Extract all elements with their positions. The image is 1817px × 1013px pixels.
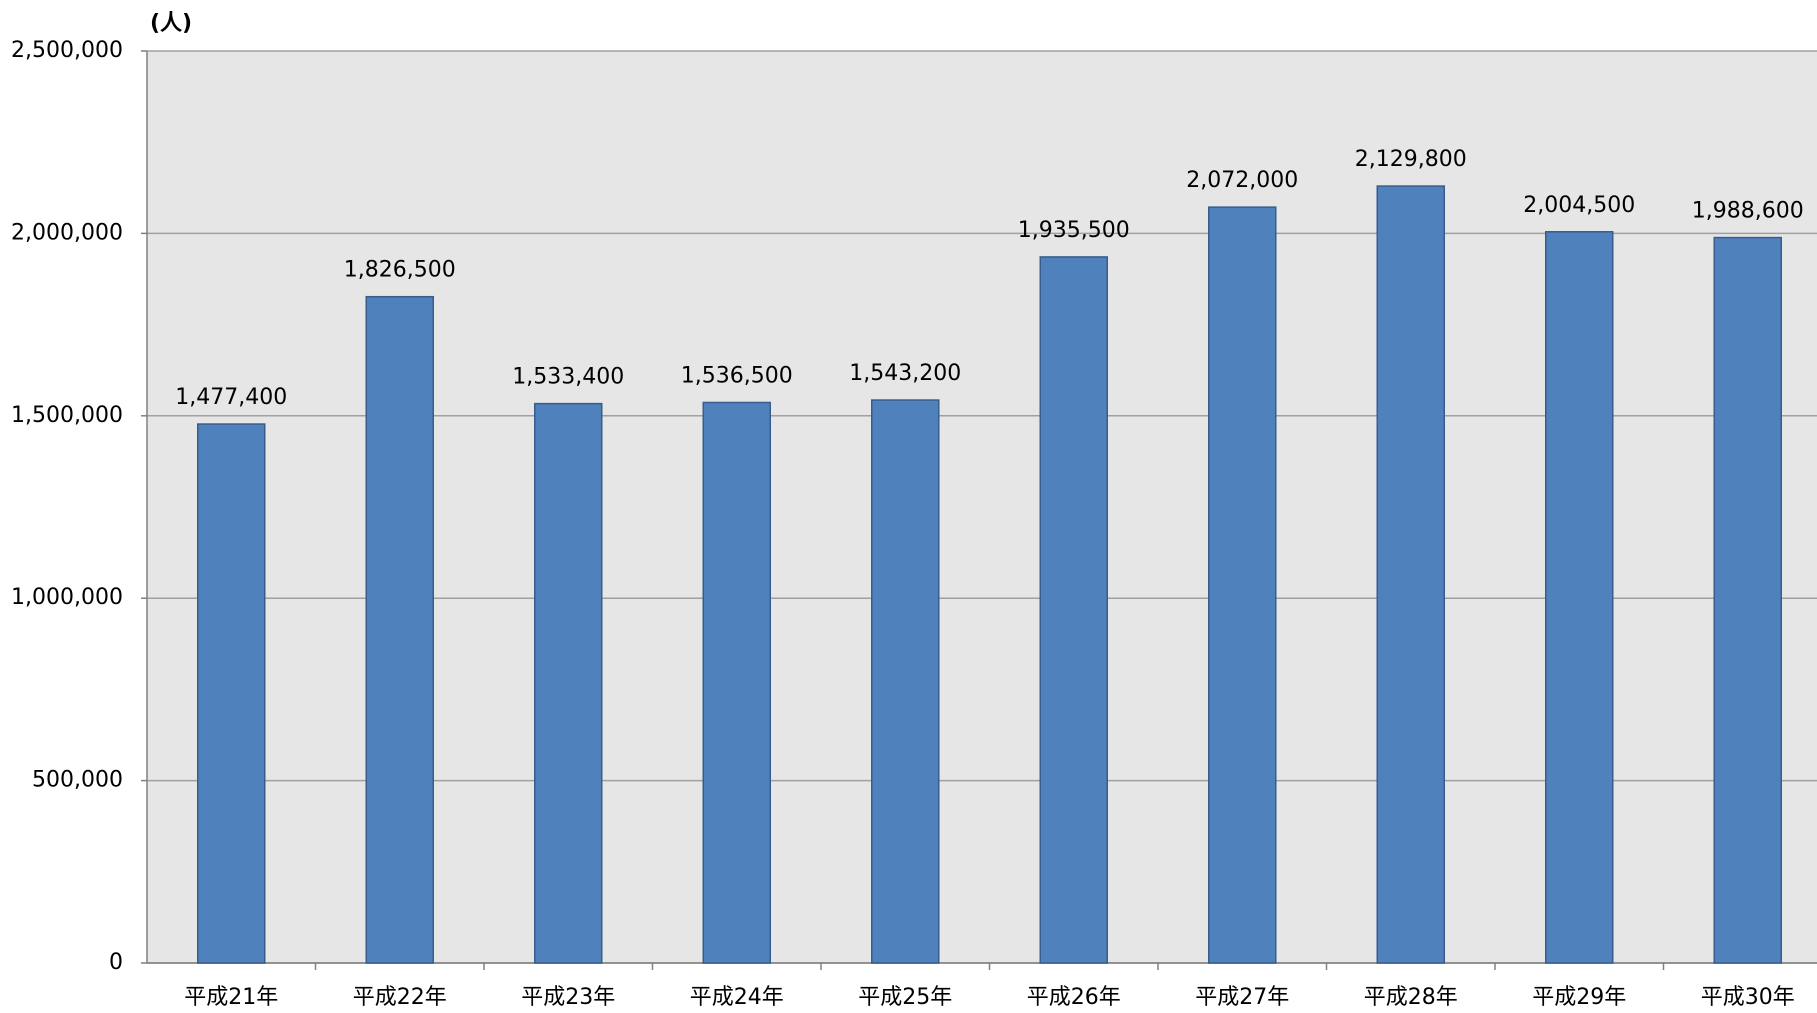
bar [871,399,940,964]
value-label: 1,543,200 [849,361,961,386]
bar [1208,206,1277,964]
y-tick-label: 2,500,000 [11,38,123,63]
x-tick-label: 平成29年 [1532,985,1626,1010]
x-tick-label: 平成22年 [353,985,447,1010]
bar [1039,256,1108,964]
bar [1713,236,1782,964]
bar [197,423,266,964]
x-tick-label: 平成24年 [690,985,784,1010]
x-tick-label: 平成30年 [1701,985,1795,1010]
bar [365,295,434,964]
value-label: 1,536,500 [681,363,793,388]
x-tick-label: 平成25年 [858,985,952,1010]
value-label: 1,988,600 [1692,199,1804,224]
value-label: 2,004,500 [1523,193,1635,218]
x-tick-label: 平成26年 [1027,985,1121,1010]
value-label: 1,826,500 [344,258,456,283]
y-tick-label: 1,000,000 [11,585,123,610]
x-tick-label: 平成23年 [521,985,615,1010]
value-label: 2,129,800 [1355,147,1467,172]
value-label: 1,477,400 [175,385,287,410]
y-tick-label: 0 [109,950,123,975]
y-tick-label: 500,000 [32,768,123,793]
x-tick-label: 平成28年 [1364,985,1458,1010]
value-label: 1,935,500 [1018,218,1130,243]
bar [1376,185,1445,964]
bar [1545,231,1614,964]
y-tick-label: 2,000,000 [11,220,123,245]
value-label: 1,533,400 [512,365,624,390]
x-tick-label: 平成27年 [1195,985,1289,1010]
y-axis-label: (人) [150,11,192,36]
bar [534,402,603,964]
x-tick-label: 平成21年 [184,985,278,1010]
value-label: 2,072,000 [1186,168,1298,193]
y-tick-label: 1,500,000 [11,403,123,428]
bar [702,401,771,964]
